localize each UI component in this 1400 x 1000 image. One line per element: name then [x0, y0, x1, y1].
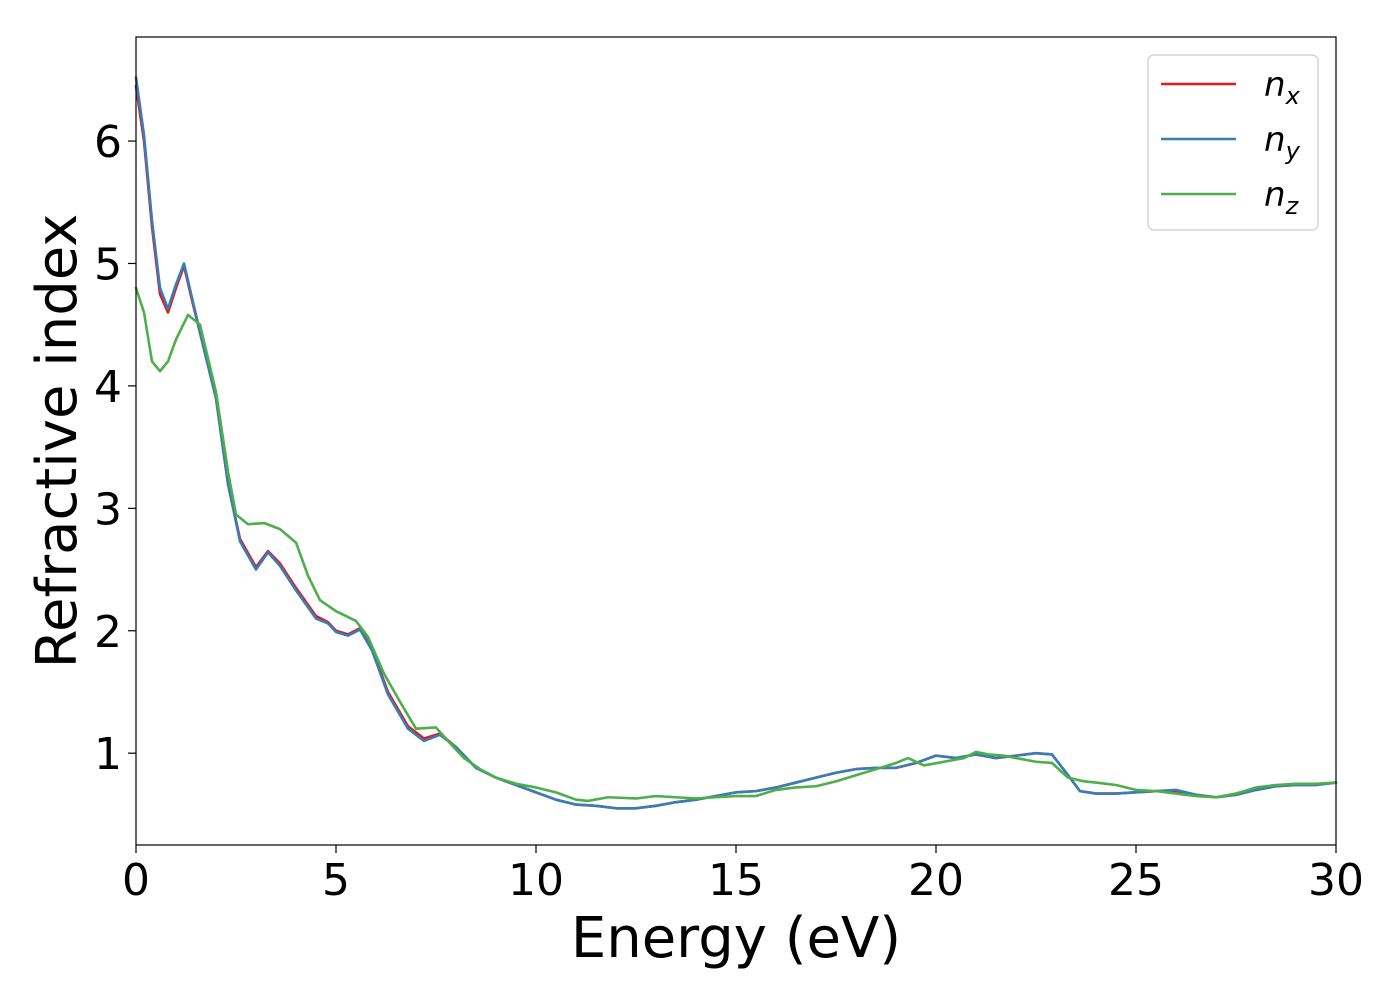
x-tick-label: 20	[908, 855, 964, 906]
y-axis-ticks: 1 2 3 4 5 6	[94, 117, 136, 780]
series-line-nz	[134, 286, 1338, 803]
plot-lines	[134, 76, 1338, 810]
y-tick-label: 6	[94, 117, 122, 168]
legend-label-ny: ny	[1264, 120, 1301, 165]
y-axis-title: Refractive index	[25, 214, 90, 669]
legend-label-nz: nz	[1264, 175, 1300, 220]
x-tick-label: 5	[322, 855, 350, 906]
y-tick-label: 4	[94, 362, 122, 413]
series-line-ny	[134, 76, 1338, 810]
legend-label-subscript: z	[1285, 192, 1300, 220]
legend-label-subscript: x	[1285, 82, 1301, 110]
legend-label-base: n	[1264, 65, 1286, 105]
x-axis-ticks: 0 5 10 15 20 25 30	[122, 845, 1364, 906]
legend-label-subscript: y	[1285, 137, 1301, 165]
x-tick-label: 30	[1308, 855, 1364, 906]
x-tick-label: 10	[508, 855, 564, 906]
legend-box	[1147, 54, 1319, 231]
x-tick-label: 15	[708, 855, 764, 906]
y-tick-label: 3	[94, 484, 122, 535]
y-tick-label: 2	[94, 607, 122, 658]
y-tick-label: 1	[94, 729, 122, 780]
legend-label-base: n	[1264, 175, 1286, 215]
legend-label-base: n	[1264, 120, 1286, 160]
y-tick-label: 5	[94, 239, 122, 290]
x-axis-title: Energy (eV)	[571, 906, 901, 971]
x-tick-label: 0	[122, 855, 150, 906]
legend-label-nx: nx	[1264, 65, 1301, 110]
x-tick-label: 25	[1108, 855, 1164, 906]
